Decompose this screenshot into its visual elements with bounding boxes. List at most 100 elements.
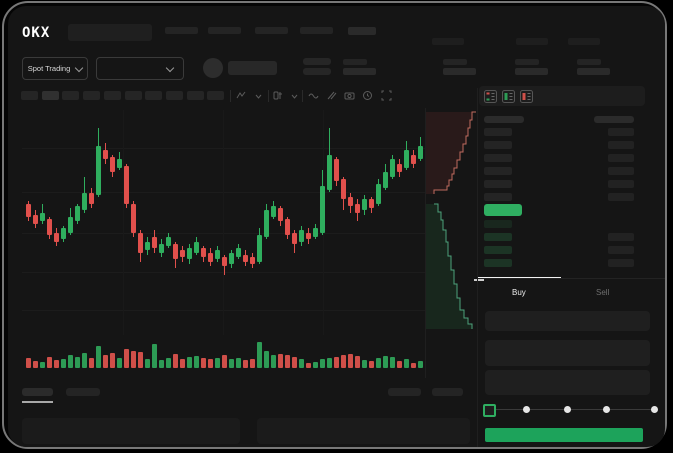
candle-body — [278, 208, 283, 222]
toolbar-divider — [230, 90, 231, 102]
candle-body — [117, 159, 122, 168]
tab-buy[interactable]: Buy — [512, 288, 526, 297]
line-type-icon[interactable] — [236, 90, 247, 101]
candle-body — [180, 250, 185, 258]
timeframe-button[interactable] — [83, 91, 100, 100]
timeframe-button[interactable] — [42, 91, 59, 100]
bottom-link[interactable] — [432, 388, 463, 396]
orderbook-view-bids-icon[interactable] — [502, 90, 515, 103]
volume-bar — [306, 363, 311, 368]
candle-body — [131, 203, 136, 233]
ask-amount-placeholder — [608, 154, 634, 162]
stat-value-placeholder — [343, 68, 376, 75]
wave-overlay-icon[interactable] — [308, 90, 319, 101]
timeframe-button[interactable] — [62, 91, 79, 100]
total-input[interactable] — [485, 370, 650, 395]
chevron-down-icon[interactable] — [290, 92, 299, 101]
amount-input[interactable] — [485, 340, 650, 366]
nav-link[interactable] — [432, 38, 464, 45]
bottom-tab-active[interactable] — [22, 388, 53, 396]
panel-divider — [477, 88, 478, 447]
price-sub-placeholder — [303, 68, 331, 75]
ask-price-placeholder — [484, 180, 512, 188]
camera-icon[interactable] — [344, 90, 355, 101]
candle-body — [229, 252, 234, 264]
nav-item[interactable] — [255, 27, 288, 34]
fullscreen-icon[interactable] — [381, 90, 392, 101]
nav-item[interactable] — [208, 27, 241, 34]
candle-body — [390, 159, 395, 177]
pair-dropdown[interactable] — [96, 57, 184, 80]
price-placeholder — [303, 58, 331, 65]
candle-body — [348, 196, 353, 206]
candle-body — [82, 192, 87, 211]
nav-link[interactable] — [568, 38, 600, 45]
drawing-tools-icon[interactable] — [326, 90, 337, 101]
volume-bar — [215, 358, 220, 368]
volume-bar — [201, 358, 206, 368]
candle-body — [187, 248, 192, 260]
candle-body — [103, 150, 108, 160]
timeframe-button[interactable] — [21, 91, 38, 100]
candle-body — [411, 154, 416, 164]
indicators-icon[interactable] — [273, 90, 284, 101]
volume-bar — [292, 357, 297, 368]
volume-bar — [397, 361, 402, 368]
amount-slider-track[interactable] — [490, 409, 654, 410]
ask-amount-placeholder — [608, 193, 634, 201]
clock-icon[interactable] — [362, 90, 373, 101]
bottom-tab[interactable] — [66, 388, 100, 396]
candle-body — [257, 234, 262, 262]
slider-step-dot[interactable] — [603, 406, 610, 413]
search-input[interactable] — [68, 24, 152, 41]
nav-item[interactable] — [300, 27, 333, 34]
timeframe-button[interactable] — [125, 91, 142, 100]
coin-avatar — [203, 58, 223, 78]
stat-label-placeholder — [343, 59, 367, 65]
slider-step-dot[interactable] — [523, 406, 530, 413]
slider-step-dot[interactable] — [651, 406, 658, 413]
orderbook-view-asks-icon[interactable] — [520, 90, 533, 103]
nav-item[interactable] — [165, 27, 198, 34]
volume-bar — [61, 359, 66, 368]
nav-item[interactable] — [348, 27, 376, 35]
ask-price-placeholder — [484, 193, 512, 201]
timeframe-button[interactable] — [166, 91, 183, 100]
buy-button[interactable] — [485, 428, 643, 442]
volume-bar — [54, 360, 59, 368]
candle-body — [26, 203, 31, 218]
market-type-dropdown[interactable]: Spot Trading — [22, 57, 88, 80]
volume-bar — [103, 355, 108, 368]
tab-sell[interactable]: Sell — [596, 288, 610, 297]
toolbar-divider — [302, 90, 303, 102]
nav-link[interactable] — [516, 38, 548, 45]
ask-price-placeholder — [484, 167, 512, 175]
price-input[interactable] — [485, 311, 650, 331]
candle-body — [299, 230, 304, 242]
candle-body — [159, 243, 164, 253]
orderbook-amount-header — [594, 116, 634, 123]
bottom-link[interactable] — [388, 388, 421, 396]
timeframe-button[interactable] — [104, 91, 121, 100]
slider-handle[interactable] — [483, 404, 496, 417]
volume-bar — [89, 358, 94, 368]
ask-price-placeholder — [484, 141, 512, 149]
candle-body — [138, 232, 143, 253]
volume-bar — [369, 361, 374, 368]
volume-bar — [362, 360, 367, 368]
timeframe-button[interactable] — [207, 91, 224, 100]
volume-bar — [327, 358, 332, 368]
chevron-down-icon[interactable] — [254, 92, 263, 101]
volume-bar — [166, 358, 171, 368]
orderbook-view-all-icon[interactable] — [484, 90, 497, 103]
candle-body — [285, 219, 290, 235]
timeframe-button[interactable] — [187, 91, 204, 100]
candle-body — [173, 243, 178, 260]
slider-step-dot[interactable] — [564, 406, 571, 413]
volume-bar — [33, 361, 38, 368]
timeframe-button[interactable] — [145, 91, 162, 100]
depth-chart[interactable] — [426, 110, 477, 332]
okx-logo[interactable]: OKX — [22, 25, 51, 41]
candlestick-chart[interactable] — [8, 6, 665, 447]
